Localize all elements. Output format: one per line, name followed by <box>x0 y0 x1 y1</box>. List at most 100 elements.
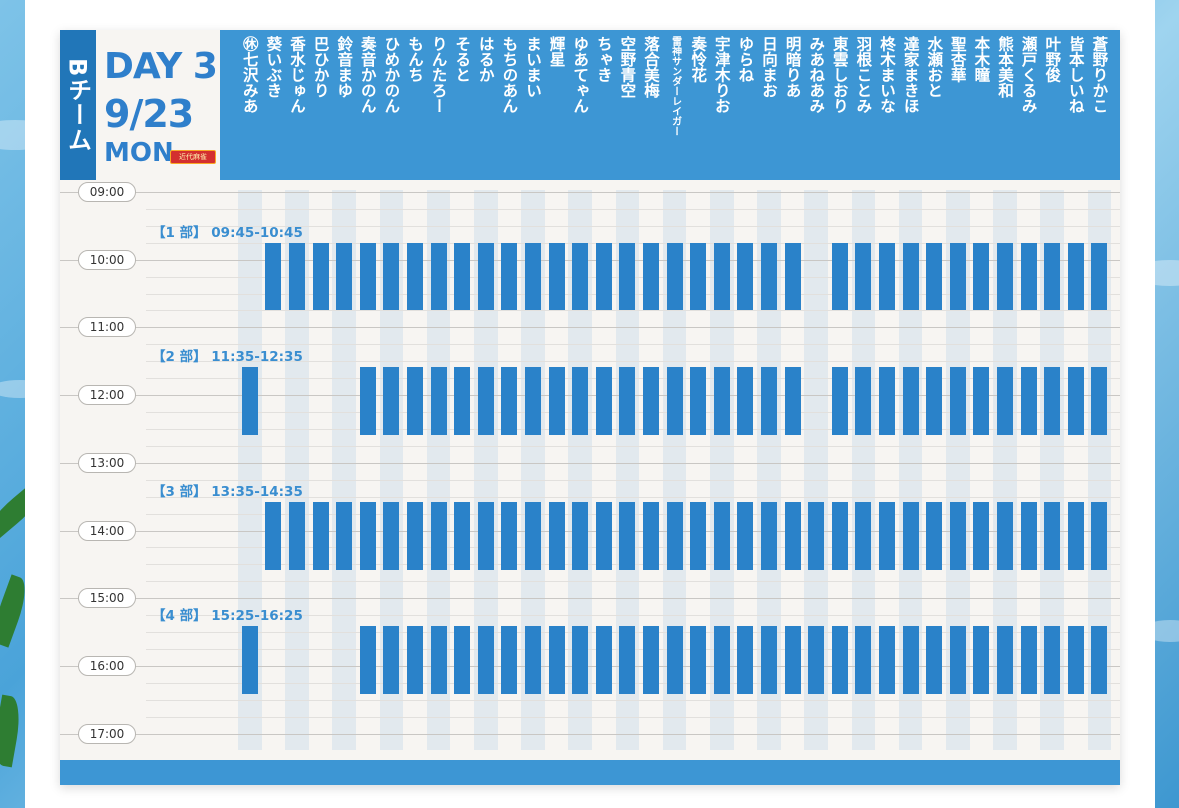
session-slot <box>572 502 589 570</box>
session-slot <box>737 502 754 570</box>
session-slot <box>1020 502 1037 570</box>
session-slot <box>949 626 966 695</box>
member-name-column: 雷神サンダーレイガー <box>663 36 687 176</box>
quarter-line <box>146 699 1120 701</box>
column-stripe <box>285 190 309 750</box>
session-slot <box>525 502 541 570</box>
column-stripe <box>238 190 262 750</box>
session-slot <box>430 242 447 311</box>
session-slot <box>997 502 1013 570</box>
session-slot <box>784 502 801 570</box>
sponsor-logo: 近代麻雀 <box>170 150 216 164</box>
quarter-line <box>146 344 1120 346</box>
session-slot <box>548 502 565 570</box>
session-slot <box>713 242 730 311</box>
session-slot <box>879 502 895 570</box>
member-name: 水瀬おと <box>925 36 944 98</box>
member-name: 熊本美和 <box>995 36 1014 98</box>
session-slot <box>949 502 966 570</box>
session-slot <box>949 366 966 435</box>
hour-line <box>60 327 1120 329</box>
session-slot <box>289 502 305 570</box>
session-slot <box>1067 502 1084 570</box>
team-label: Bチーム <box>60 30 96 180</box>
member-name-column: ゆあてゃん <box>568 36 592 176</box>
session-slot <box>997 626 1013 695</box>
session-slot <box>879 366 895 435</box>
session-slot <box>926 502 943 570</box>
session-slot <box>501 502 518 570</box>
session-slot <box>477 366 494 435</box>
member-name: 雷神サンダーレイガー <box>669 36 681 136</box>
session-slot <box>784 626 801 695</box>
session-slot <box>548 626 565 695</box>
session-slot <box>784 242 801 311</box>
column-stripe <box>332 190 356 750</box>
session-slot <box>383 502 400 570</box>
member-name: ひめかのん <box>382 36 401 114</box>
member-name: 奏怜花 <box>689 36 708 83</box>
session-slot <box>902 242 919 311</box>
session-slot <box>643 626 659 695</box>
session-slot <box>1044 366 1061 435</box>
member-name-column: りんたろー <box>427 36 451 176</box>
day-date: 9/23 <box>104 92 194 136</box>
member-name-column: 達家まきほ <box>899 36 923 176</box>
member-name: 巴ひかり <box>311 36 330 98</box>
member-name-column: まいまい <box>521 36 545 176</box>
session-slot <box>1044 502 1061 570</box>
session-slot <box>831 366 848 435</box>
member-name: 東雲しおり <box>830 36 849 114</box>
session-slot <box>383 626 400 695</box>
session-slot <box>973 242 990 311</box>
session-slot <box>619 242 636 311</box>
session-slot <box>761 366 777 435</box>
column-stripe <box>993 190 1017 750</box>
session-slot <box>383 366 400 435</box>
member-name: 奏音かのん <box>358 36 377 114</box>
member-name: そると <box>453 36 472 83</box>
session-slot <box>808 502 825 570</box>
session-slot <box>312 242 329 311</box>
session-slot <box>737 242 754 311</box>
member-name: 叶野俊 <box>1043 36 1062 83</box>
leaf-decoration <box>0 694 24 768</box>
time-label: 17:00 <box>78 723 136 744</box>
quarter-line <box>146 208 1120 210</box>
session-slot <box>737 366 754 435</box>
member-name-column: 水瀬おと <box>922 36 946 176</box>
day-weekday: MON <box>104 138 174 168</box>
session-slot <box>430 626 447 695</box>
session-label: 【4 部】 15:25-16:25 <box>152 608 303 625</box>
session-slot <box>973 366 990 435</box>
session-label: 【3 部】 13:35-14:35 <box>152 484 303 501</box>
session-slot <box>713 626 730 695</box>
member-name: 達家まきほ <box>901 36 920 114</box>
quarter-line <box>146 445 1120 447</box>
session-slot <box>241 626 258 695</box>
session-slot <box>595 502 612 570</box>
session-slot <box>430 366 447 435</box>
session-slot <box>548 366 565 435</box>
session-slot <box>926 242 943 311</box>
hour-line <box>60 733 1120 735</box>
member-name-column: ㊡七沢みあ <box>238 36 262 176</box>
member-name: 明暗りあ <box>783 36 802 98</box>
member-name-column: 巴ひかり <box>309 36 333 176</box>
session-slot <box>241 366 258 435</box>
session-slot <box>1091 366 1108 435</box>
hour-line <box>60 598 1120 600</box>
member-name-column: 奏音かのん <box>356 36 380 176</box>
session-slot <box>1044 626 1061 695</box>
session-slot <box>761 242 777 311</box>
session-slot <box>690 626 707 695</box>
time-label: 15:00 <box>78 588 136 609</box>
session-slot <box>1044 242 1061 311</box>
session-slot <box>548 242 565 311</box>
member-name: もちのあん <box>500 36 519 114</box>
hour-line <box>60 192 1120 193</box>
member-names-row: ㊡七沢みあ 葵いぶき 香水じゅん 巴ひかり 鈴音まゆ 奏音かのん ひめかのん もんち りんたろー… <box>230 36 1120 176</box>
session-slot <box>737 626 754 695</box>
session-slot <box>855 626 872 695</box>
session-slot <box>619 366 636 435</box>
